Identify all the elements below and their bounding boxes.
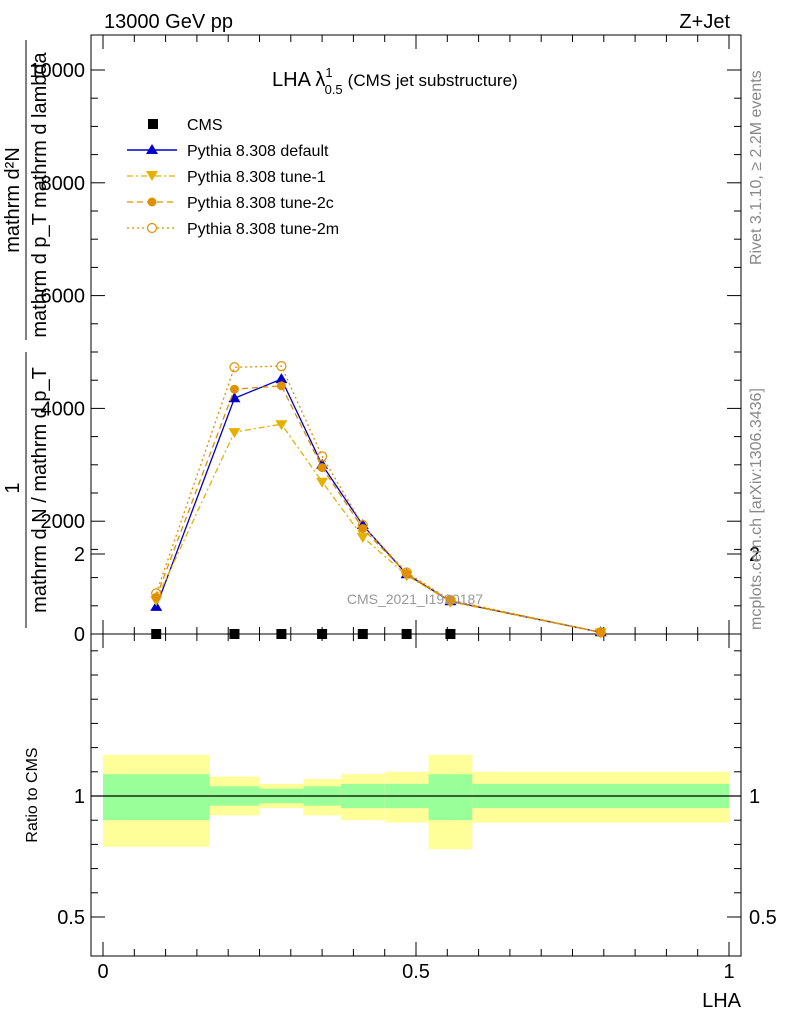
legend-label-default: Pythia 8.308 default [187,143,329,160]
data-point-pythia-8-308-tune-2m-0 [151,588,162,599]
y-label-line1: mathrm d²N [2,147,24,253]
ratio-y-tick-label-right-0: 0.5 [749,907,777,929]
legend-marker-tune-2m [146,222,158,234]
data-point-pythia-8-308-tune-1-1 [228,428,241,439]
ratio-y-tick-label-left-2: 2 [74,544,85,566]
mcplots-label: mcplots.cern.ch [arXiv:1306.3436] [748,388,765,630]
series-line-pythia-8-308-tune-2c [155,385,601,633]
data-point-pythia-8-308-default-2 [275,373,288,384]
ratio-stat-band-6 [428,774,473,821]
series-line-pythia-8-308-tune-1 [155,423,601,633]
plot-title-suffix: (CMS jet substructure) [348,71,518,90]
data-point-pythia-8-308-tune-2m-6 [445,595,456,606]
plot-title: LHA λ1 0.5 (CMS jet substructure) [272,65,518,97]
legend-item-tune-1: Pythia 8.308 tune-1 [127,169,326,186]
top-y-tick-label-4: 8000 [41,173,86,195]
legend-marker-cms [148,119,158,129]
y-label-numerator: 1 [2,482,24,493]
data-point-pythia-8-308-tune-2m-7 [595,627,606,638]
ratio-y-tick-label-right-2: 2 [749,544,760,566]
data-point-pythia-8-308-tune-2c-5 [402,569,412,579]
data-series [150,361,607,639]
data-point-pythia-8-308-tune-2m-4 [357,520,368,531]
top-y-tick-label-3: 6000 [41,286,86,308]
ratio-y-tick-label-right-1: 1 [749,786,760,808]
top-y-tick-label-5: 10000 [29,60,85,82]
series-line-pythia-8-308-tune-2m [155,365,601,633]
plot-title-sup: 1 [325,65,332,80]
legend-label-cms: CMS [187,117,223,134]
data-point-pythia-8-308-tune-1-3 [316,477,329,488]
data-point-pythia-8-308-tune-2c-2 [276,381,286,391]
axis-ticks [91,35,741,956]
energy-label: 13000 GeV pp [104,11,233,33]
data-point-cms-0 [151,629,162,639]
ratio-stat-band-0 [103,774,210,821]
data-point-cms-5 [401,629,412,639]
rivet-label: Rivet 3.1.10, ≥ 2.2M events [748,70,765,265]
process-label: Z+Jet [679,11,730,33]
top-y-tick-label-2: 4000 [41,398,86,420]
data-point-cms-6 [445,629,456,639]
data-point-pythia-8-308-tune-2c-3 [317,463,327,473]
legend-marker-tune-1 [146,171,158,181]
legend: CMS Pythia 8.308 default Pythia 8.308 tu… [127,117,339,238]
legend-marker-default [146,144,158,154]
data-point-pythia-8-308-tune-2m-5 [401,567,412,578]
data-point-pythia-8-308-tune-2m-1 [229,362,240,373]
plot-title-main: LHA λ [272,69,325,91]
data-point-pythia-8-308-tune-2c-4 [358,524,368,534]
axis-labels: 0 2000 4000 6000 8000 10000 0 0.5 1 0.5 0.5 1 1 2 2 [29,60,776,983]
analysis-watermark: CMS_2021_I1920187 [347,591,483,607]
y-axis-label-top: 1 mathrm d N / mathrm d p_T mathrm d²N m… [2,40,51,628]
legend-item-default: Pythia 8.308 default [127,143,329,160]
y-label-denominator: mathrm d N / mathrm d p_T [29,367,51,613]
legend-label-tune-2m: Pythia 8.308 tune-2m [187,221,339,238]
data-point-pythia-8-308-tune-1-4 [356,532,369,543]
top-y-tick-label-0: 0 [74,624,85,646]
top-y-tick-label-1: 2000 [41,511,86,533]
plot-title-sub: 0.5 [325,82,343,97]
data-point-pythia-8-308-tune-2c-1 [229,384,239,394]
legend-item-cms: CMS [148,117,223,134]
ratio-y-label: Ratio to CMS [24,747,41,842]
data-point-cms-3 [317,629,328,639]
ratio-y-tick-label-left-0: 0.5 [57,907,85,929]
legend-item-tune-2c: Pythia 8.308 tune-2c [127,195,334,212]
legend-label-tune-1: Pythia 8.308 tune-1 [187,169,326,186]
y-label-line2: mathrm d p_T mathrm d lambda [29,51,51,337]
data-point-cms-4 [357,629,368,639]
ratio-bands [91,754,741,850]
data-point-cms-2 [276,629,287,639]
data-point-cms-1 [229,629,240,639]
legend-item-tune-2m: Pythia 8.308 tune-2m [127,221,339,238]
legend-marker-tune-2c [147,197,157,207]
data-point-pythia-8-308-tune-2m-2 [276,361,287,372]
x-tick-label-2: 1 [723,961,734,983]
x-axis-label: LHA [702,990,742,1012]
ratio-y-tick-label-left-1: 1 [74,786,85,808]
x-tick-label-0: 0 [97,961,108,983]
data-point-pythia-8-308-tune-1-2 [275,420,288,431]
data-point-pythia-8-308-tune-2m-3 [317,451,328,462]
x-tick-label-1: 0.5 [402,961,430,983]
data-point-pythia-8-308-default-1 [228,392,241,403]
legend-label-tune-2c: Pythia 8.308 tune-2c [187,195,334,212]
